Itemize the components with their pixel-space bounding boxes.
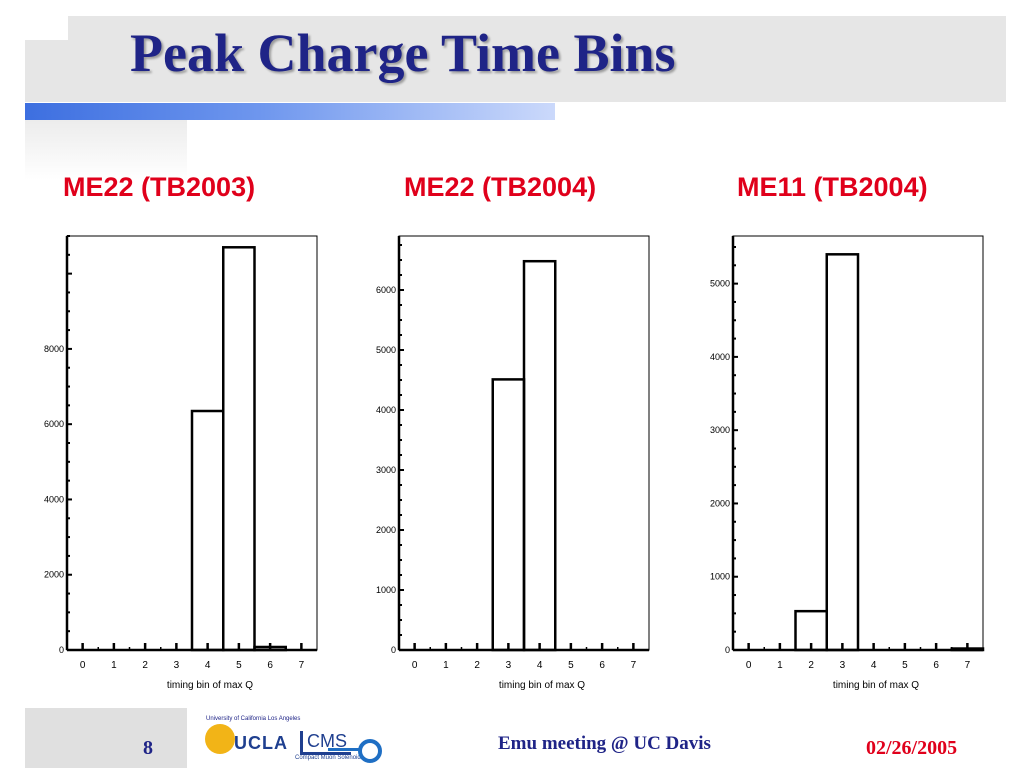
y-tick-label: 6000: [44, 419, 64, 429]
x-tick-label: 4: [537, 660, 543, 671]
y-tick-label: 4000: [376, 405, 396, 415]
x-tick-label: 5: [902, 660, 908, 671]
x-tick-label: 1: [777, 660, 783, 671]
chart-title-3: ME11 (TB2004): [737, 172, 928, 202]
histogram-bar: [825, 253, 860, 652]
fade-block: [25, 120, 187, 180]
y-tick-label: 4000: [710, 352, 730, 362]
y-tick-label: 8000: [44, 344, 64, 354]
y-tick-label: 2000: [44, 570, 64, 580]
histogram-bar: [491, 378, 526, 652]
x-tick-label: 3: [174, 660, 180, 671]
y-tick-label: 1000: [376, 585, 396, 595]
chart-title-1: ME22 (TB2003): [63, 172, 256, 202]
histogram-me22-tb2003: 0 2000 4000 6000 8000 0 1 2 3 4 5 6 7 timing bin of m…: [44, 235, 318, 691]
sun-icon: [205, 724, 235, 754]
x-tick-label: 5: [236, 660, 242, 671]
x-tick-label: 6: [599, 660, 605, 671]
x-tick-label: 3: [840, 660, 846, 671]
x-tick-label: 2: [474, 660, 480, 671]
histogram-bar: [222, 246, 256, 652]
logo-cms-subtext: Compact Muon Solenoid: [295, 755, 361, 761]
ring-icon: [358, 739, 382, 763]
y-tick-label: 1000: [710, 572, 730, 582]
histogram-bar: [253, 645, 287, 652]
x-tick-label: 7: [631, 660, 637, 671]
corner-block: [25, 40, 68, 102]
y-tick-label: 5000: [710, 279, 730, 289]
logo-university-text: University of California Los Angeles: [206, 716, 301, 722]
page-number: 8: [143, 737, 153, 759]
x-tick-label: 6: [267, 660, 273, 671]
histogram-me22-tb2004: 0 1000 2000 3000 4000 5000 6000 0 1 2 3 4 5 6 7 timing …: [376, 235, 650, 691]
logo-line: [328, 748, 360, 751]
y-tick-label: 3000: [376, 465, 396, 475]
x-tick-label: 2: [142, 660, 148, 671]
footer-date: 02/26/2005: [866, 737, 958, 759]
x-axis-label: timing bin of max Q: [499, 680, 585, 691]
histogram-me11-tb2004: 0 1000 2000 3000 4000 5000 0 1 2 3 4 5 6 7 timing bin …: [710, 235, 985, 691]
y-tick-label: 0: [725, 645, 730, 655]
x-tick-label: 1: [111, 660, 117, 671]
slide-title: Peak Charge Time Bins: [130, 23, 676, 83]
title-band: [68, 16, 1006, 102]
y-tick-label: 2000: [376, 525, 396, 535]
y-tick-label: 0: [59, 645, 64, 655]
histogram-bar: [522, 259, 557, 652]
histogram-bar: [950, 647, 985, 652]
x-tick-label: 4: [205, 660, 211, 671]
chart-title-2: ME22 (TB2004): [404, 172, 597, 202]
x-tick-label: 0: [80, 660, 86, 671]
x-tick-label: 0: [412, 660, 418, 671]
x-tick-label: 7: [965, 660, 971, 671]
y-tick-label: 2000: [710, 498, 730, 508]
histogram-bar: [190, 409, 225, 652]
y-tick-label: 0: [391, 645, 396, 655]
x-axis-label: timing bin of max Q: [833, 680, 919, 691]
x-tick-label: 0: [746, 660, 752, 671]
footer-meeting: Emu meeting @ UC Davis: [498, 733, 711, 754]
y-tick-label: 6000: [376, 285, 396, 295]
y-tick-label: 3000: [710, 425, 730, 435]
x-tick-label: 1: [443, 660, 449, 671]
y-tick-label: 5000: [376, 345, 396, 355]
x-tick-label: 5: [568, 660, 574, 671]
logo-ucla-text: UCLA: [234, 733, 288, 753]
accent-bar: [25, 103, 555, 120]
x-tick-label: 6: [933, 660, 939, 671]
y-tick-label: 4000: [44, 494, 64, 504]
x-tick-label: 2: [808, 660, 814, 671]
x-tick-label: 4: [871, 660, 877, 671]
logo-cms-text: CMS: [300, 731, 351, 755]
ucla-cms-logo: University of California Los Angeles UCL…: [203, 714, 388, 766]
x-tick-label: 7: [299, 660, 305, 671]
x-tick-label: 3: [506, 660, 512, 671]
x-axis-label: timing bin of max Q: [167, 680, 253, 691]
footer-block: [25, 708, 187, 768]
